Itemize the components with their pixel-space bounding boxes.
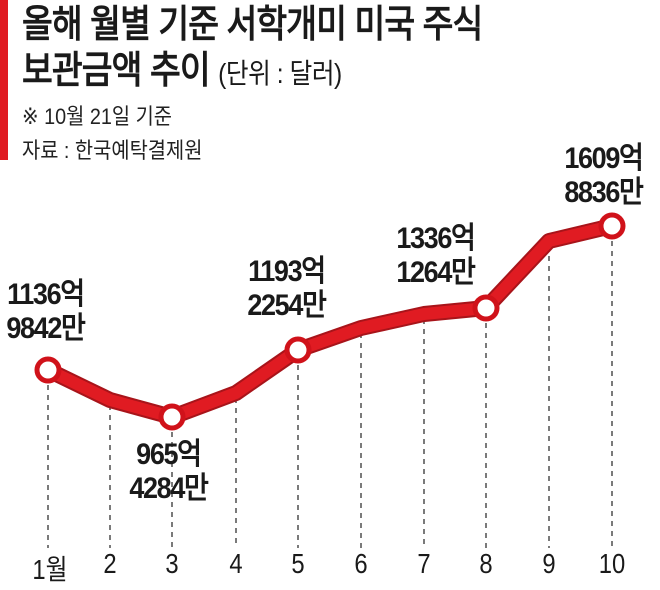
unit-label: (단위 : 달러) [218,58,342,89]
x-tick-6: 6 [354,548,368,579]
value-label-may: 1193억 2254만 [247,255,327,322]
x-tick-1: 1월 [32,554,68,585]
x-tick-3: 3 [165,548,179,579]
date-note: ※ 10월 21일 기준 [22,104,173,129]
chart-title-line1: 올해 월별 기준 서학개미 미국 주식 [22,4,483,46]
x-tick-9: 9 [542,548,556,579]
value-label-mar: 965억 4284만 [129,438,209,505]
value-label-jan: 1136억 9842만 [6,278,86,345]
x-tick-5: 5 [291,548,305,579]
accent-bar [0,0,8,160]
source-note: 자료 : 한국예탁결제원 [22,138,203,163]
x-tick-10: 10 [598,548,626,579]
x-tick-2: 2 [103,548,117,579]
value-label-aug: 1336억 1264만 [396,222,476,289]
x-tick-4: 4 [229,548,243,579]
grid-lines [47,241,613,548]
chart-title-line2: 보관금액 추이 (단위 : 달러) [22,48,342,97]
value-label-oct: 1609억 8836만 [564,142,644,209]
x-tick-8: 8 [479,548,493,579]
data-line [40,218,620,425]
chart-title-main: 보관금액 추이 [22,50,211,92]
data-markers [34,212,626,431]
x-tick-7: 7 [417,548,431,579]
